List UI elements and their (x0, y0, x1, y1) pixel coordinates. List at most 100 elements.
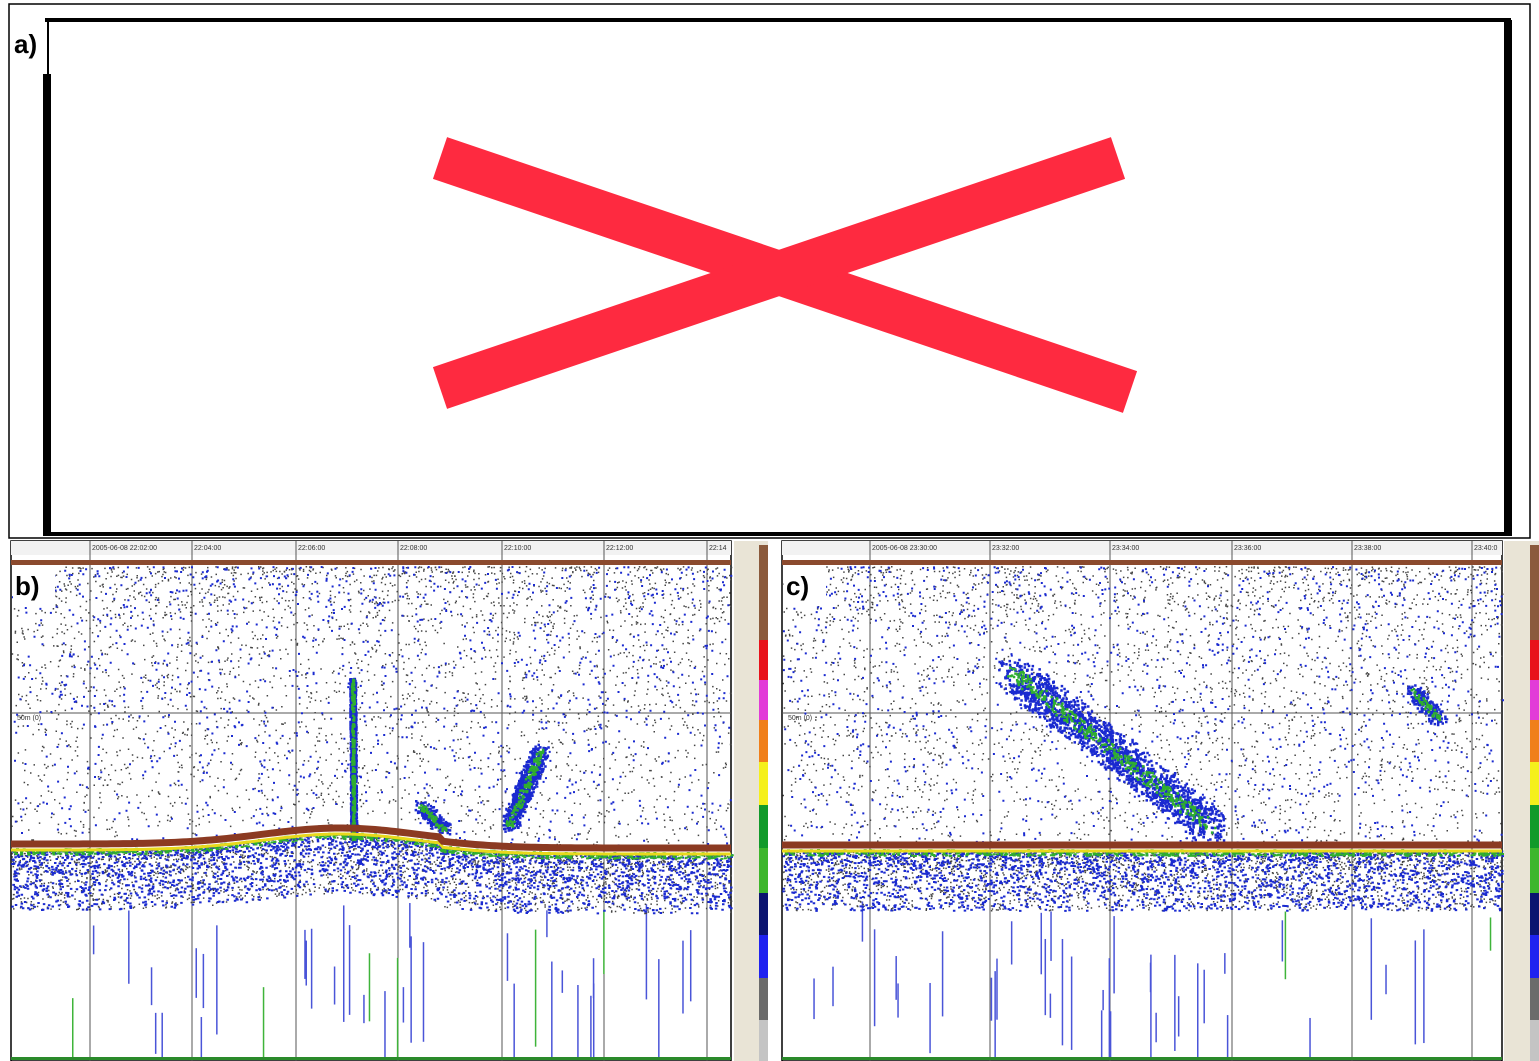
noise-streak (546, 910, 548, 937)
noise-streak (813, 978, 815, 1019)
noise-streak (593, 958, 595, 998)
noise-streak (1178, 996, 1180, 1036)
noise-streak (1110, 1011, 1112, 1058)
time-label: 22:10:00 (504, 545, 531, 552)
noise-streak (897, 983, 899, 1017)
noise-streak (942, 931, 944, 1016)
noise-streak (1102, 990, 1104, 1010)
noise-streak (1282, 920, 1284, 961)
time-label: 22:12:00 (606, 545, 633, 552)
panel-a-bar-left (43, 74, 51, 536)
bottom-line (782, 1057, 1502, 1060)
noise-streak (832, 967, 834, 1007)
panel-label: c) (786, 571, 809, 601)
noise-streak (1174, 955, 1176, 1051)
scale-swatch (1530, 978, 1539, 1020)
noise-streak (72, 998, 74, 1058)
noise-streak (1203, 970, 1205, 1024)
surface-line (11, 560, 731, 565)
noise-streak (1490, 917, 1492, 950)
noise-streak (1071, 957, 1073, 1050)
scale-swatch (759, 720, 768, 762)
time-label: 23:34:00 (1112, 545, 1139, 552)
noise-streak (535, 930, 537, 1047)
noise-streak (1050, 911, 1052, 960)
noise-streak (513, 984, 515, 1058)
noise-streak (1011, 921, 1013, 964)
noise-streak (1045, 939, 1047, 1015)
scale-swatch (1530, 545, 1539, 640)
scale-swatch (1530, 893, 1539, 935)
noise-streak (682, 941, 684, 1014)
noise-streak (423, 942, 425, 1042)
scale-swatch (1530, 680, 1539, 720)
scale-swatch (1530, 1020, 1539, 1061)
noise-streak (646, 904, 648, 999)
noise-streak (658, 959, 660, 1058)
noise-streak (1224, 953, 1226, 974)
scale-swatch (759, 640, 768, 680)
time-label: 23:36:00 (1234, 545, 1261, 552)
scale-swatch (1530, 720, 1539, 762)
scale-swatch (1530, 640, 1539, 680)
time-label: 23:40:0 (1474, 545, 1497, 552)
noise-streak (334, 967, 336, 1005)
noise-streak (991, 978, 993, 1021)
noise-streak (1371, 918, 1373, 1020)
noise-streak (1309, 1018, 1311, 1058)
time-label: 2005-06-08 23:30:00 (872, 545, 937, 552)
noise-streak (1423, 929, 1425, 1043)
noise-streak (128, 910, 130, 983)
figure: a) 2005-06-08 22:02:0022:04:0022:06:0022… (0, 0, 1539, 1061)
scale-swatch (759, 978, 768, 1020)
noise-streak (1227, 1015, 1229, 1058)
noise-streak (895, 956, 897, 1000)
noise-streak (369, 953, 371, 1021)
surface-line (782, 560, 1502, 565)
noise-streak (590, 996, 592, 1058)
noise-streak (1050, 994, 1052, 1018)
noise-streak (1385, 965, 1387, 994)
noise-streak (562, 970, 564, 992)
noise-streak (1101, 1010, 1103, 1058)
scale-swatch (1530, 805, 1539, 848)
noise-streak (1062, 939, 1064, 1045)
noise-streak (410, 936, 412, 1042)
scale-swatch (759, 762, 768, 805)
noise-streak (304, 930, 306, 979)
time-label: 22:06:00 (298, 545, 325, 552)
bottom-line (11, 1057, 731, 1060)
noise-streak (403, 987, 405, 1022)
panel-a-bar-right (1504, 20, 1512, 536)
panel-b: 2005-06-08 22:02:0022:04:0022:06:0022:08… (11, 541, 768, 1061)
noise-streak (196, 948, 198, 998)
noise-streak (305, 941, 307, 986)
echogram-frame (782, 541, 1502, 1061)
noise-streak (409, 903, 411, 948)
noise-streak (1285, 912, 1287, 980)
noise-streak (397, 958, 399, 1058)
noise-streak (201, 1017, 203, 1058)
noise-streak (203, 954, 205, 1008)
scale-swatch (759, 893, 768, 935)
noise-streak (93, 925, 95, 954)
noise-streak (311, 929, 313, 1009)
noise-streak (874, 929, 876, 1026)
time-label: 22:08:00 (400, 545, 427, 552)
noise-streak (349, 925, 351, 1015)
noise-streak (996, 959, 998, 1020)
scale-swatch (1530, 848, 1539, 893)
panel-label: b) (15, 571, 40, 601)
noise-streak (577, 985, 579, 1058)
depth-label: 50m (0) (788, 715, 812, 722)
noise-streak (384, 991, 386, 1058)
noise-streak (1041, 913, 1043, 974)
time-label: 22:14 (709, 545, 727, 552)
noise-streak (929, 983, 931, 1053)
noise-streak (216, 925, 218, 1034)
noise-streak (690, 930, 692, 1001)
noise-streak (263, 987, 265, 1058)
noise-streak (1197, 963, 1199, 1058)
scale-swatch (759, 805, 768, 848)
noise-streak (603, 910, 605, 974)
